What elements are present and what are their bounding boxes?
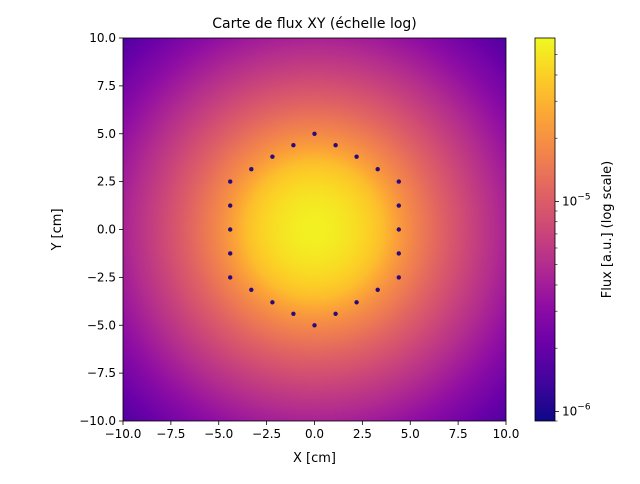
source-marker-15 xyxy=(249,287,254,292)
source-marker-18 xyxy=(228,227,233,232)
source-marker-11 xyxy=(333,311,338,316)
x-tick-label: −5.0 xyxy=(204,427,233,441)
x-axis-label: X [cm] xyxy=(293,451,336,466)
y-tick-label: −2.5 xyxy=(87,270,116,284)
y-tick-label: 5.0 xyxy=(97,127,116,141)
colorbar-tick-label: 10−5 xyxy=(562,192,591,208)
source-marker-19 xyxy=(228,203,233,208)
y-tick-label: 0.0 xyxy=(97,223,116,237)
source-marker-16 xyxy=(228,275,233,280)
chart-title: Carte de flux XY (échelle log) xyxy=(212,16,417,32)
source-marker-10 xyxy=(354,300,359,305)
x-tick-label: −7.5 xyxy=(156,427,185,441)
y-axis-label: Y [cm] xyxy=(50,208,65,251)
colorbar-tick-label: 10−6 xyxy=(562,402,591,418)
source-marker-5 xyxy=(396,203,401,208)
source-marker-2 xyxy=(354,154,359,159)
x-tick-label: 2.5 xyxy=(353,427,372,441)
source-marker-13 xyxy=(291,311,296,316)
plot-area xyxy=(122,37,507,422)
source-marker-17 xyxy=(228,251,233,256)
colorbar-gradient xyxy=(535,38,555,421)
source-marker-0 xyxy=(312,131,317,136)
y-tick-label: 10.0 xyxy=(89,31,116,45)
x-tick-label: 0.0 xyxy=(305,427,324,441)
y-tick-label: 2.5 xyxy=(97,175,116,189)
x-tick-label: 7.5 xyxy=(449,427,468,441)
source-marker-23 xyxy=(291,143,296,148)
source-markers xyxy=(228,131,401,328)
colorbar-label: Flux [a.u.] (log scale) xyxy=(600,161,615,299)
y-tick-label: −5.0 xyxy=(87,318,116,332)
x-tick-label: −10.0 xyxy=(105,427,142,441)
source-marker-4 xyxy=(396,179,401,184)
source-marker-21 xyxy=(249,167,254,172)
heatmap-background xyxy=(123,38,506,421)
source-marker-1 xyxy=(333,143,338,148)
source-marker-7 xyxy=(396,251,401,256)
y-axis-ticks: −10.0 −7.5 −5.0 −2.5 0.0 2.5 5.0 7.5 10.0 xyxy=(79,31,123,428)
colorbar: 10−6 10−5 Flux [a.u.] (log scale) xyxy=(534,37,615,422)
source-marker-6 xyxy=(396,227,401,232)
y-tick-label: 7.5 xyxy=(97,79,116,93)
source-marker-12 xyxy=(312,323,317,328)
source-marker-3 xyxy=(375,167,380,172)
x-axis-ticks: −10.0 −7.5 −5.0 −2.5 0.0 2.5 5.0 7.5 10.0 xyxy=(105,421,520,441)
x-tick-label: 10.0 xyxy=(493,427,520,441)
source-marker-8 xyxy=(396,275,401,280)
source-marker-9 xyxy=(375,287,380,292)
source-marker-14 xyxy=(270,300,275,305)
y-tick-label: −7.5 xyxy=(87,366,116,380)
source-marker-22 xyxy=(270,154,275,159)
source-marker-20 xyxy=(228,179,233,184)
x-tick-label: −2.5 xyxy=(252,427,281,441)
colorbar-frame xyxy=(534,37,556,422)
colorbar-ticks: 10−6 10−5 xyxy=(555,54,591,422)
x-tick-label: 5.0 xyxy=(401,427,420,441)
y-tick-label: −10.0 xyxy=(79,414,116,428)
